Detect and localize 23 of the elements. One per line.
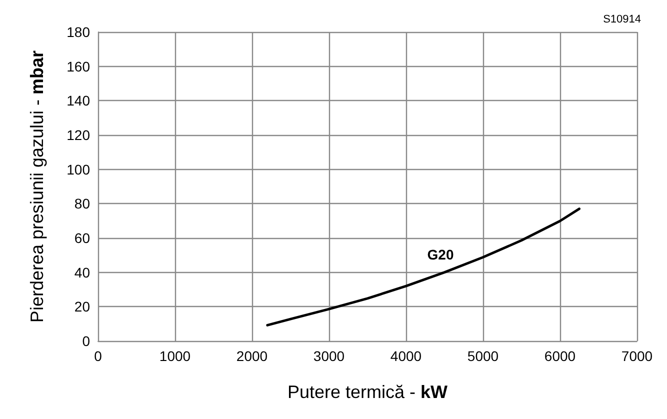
x-axis-title: Putere termică - kW — [287, 382, 448, 402]
y-tick-label: 140 — [66, 92, 90, 109]
series-label: G20 — [427, 246, 454, 262]
y-tick-label: 180 — [66, 24, 90, 40]
y-tick-label: 160 — [66, 58, 90, 74]
line-series — [266, 208, 580, 326]
x-tick-label: 3000 — [313, 348, 345, 364]
y-tick-label: 60 — [74, 230, 90, 246]
x-tick-label: 6000 — [544, 348, 576, 364]
x-tick-label: 4000 — [390, 348, 422, 364]
y-tick-label: 80 — [74, 196, 90, 212]
y-tick-label: 0 — [82, 333, 90, 349]
y-axis-title: Pierderea presiunii gazului - mbar — [27, 50, 47, 323]
y-tick-label: 20 — [74, 298, 90, 315]
y-tick-label: 40 — [74, 264, 90, 280]
x-tick-label: 0 — [94, 348, 102, 364]
text: S10914 — [603, 14, 642, 26]
y-tick-label: 100 — [66, 161, 90, 178]
x-tick-label: 5000 — [467, 348, 499, 364]
x-tick-label: 1000 — [159, 348, 191, 364]
y-tick-label: 120 — [66, 127, 90, 143]
x-tick-label: 2000 — [236, 348, 268, 364]
x-tick-label: 7000 — [621, 348, 653, 364]
